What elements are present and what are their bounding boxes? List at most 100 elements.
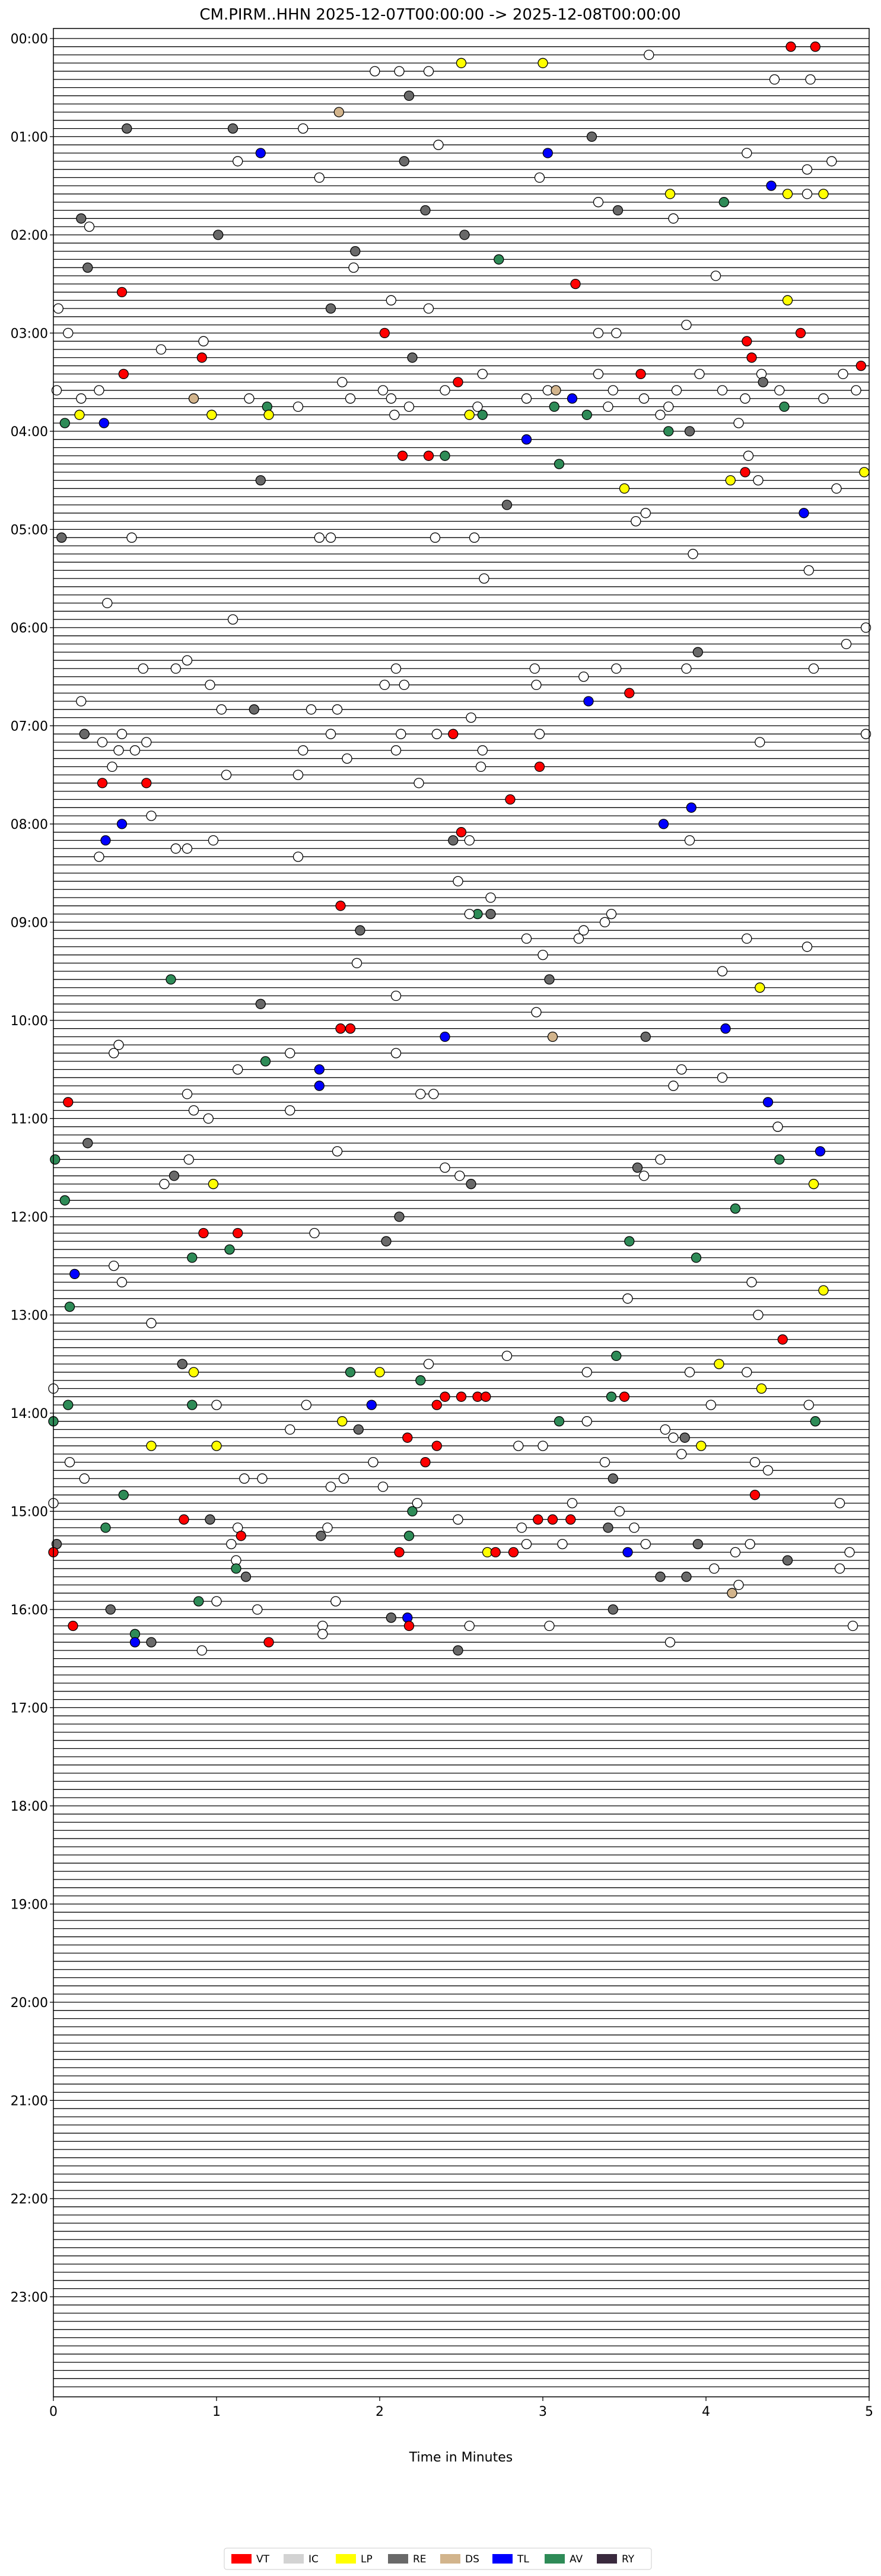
event-marker-lp [782,189,793,199]
event-marker-ic [440,1162,450,1173]
event-marker-ic [743,450,754,461]
y-tick-label: 06:00 [11,621,48,636]
event-marker-ic [684,835,695,846]
event-marker-ic [332,704,343,715]
event-marker-re [681,1572,692,1582]
x-tick-label: 2 [376,2405,384,2419]
event-marker-ic [668,1432,679,1443]
event-marker-re [79,729,90,739]
event-marker-lp [818,1285,829,1296]
event-marker-ic [730,1547,741,1558]
event-marker-vt [68,1620,78,1632]
event-marker-ic [412,1497,422,1509]
event-marker-re [227,123,238,134]
event-marker-ic [805,74,816,85]
event-marker-ic [79,1473,90,1484]
event-marker-av [554,459,565,469]
event-marker-ic [116,729,128,739]
event-marker-re [403,90,415,101]
event-marker-ic [102,597,113,609]
event-marker-ic [285,1048,295,1058]
event-marker-tl [720,1023,731,1034]
event-marker-re [692,1538,703,1550]
event-marker-re [453,1645,463,1656]
event-marker-re [399,156,409,167]
event-marker-ic [668,1080,679,1091]
event-marker-ic [453,1514,463,1525]
event-marker-ic [578,671,589,682]
event-marker-lp [211,1440,222,1451]
event-marker-ic [338,1473,349,1484]
event-marker-re [782,1555,793,1566]
y-axis-ticks: 00:00 01:00 02:00 03:00 04:00 05:00 06:00 07:00… [11,32,53,2305]
event-marker-vt [335,901,346,911]
event-marker-ic [644,49,654,61]
event-marker-ic [428,1089,439,1099]
event-marker-ic [655,409,666,420]
event-marker-ic [146,1318,157,1328]
event-marker-re [381,1236,392,1246]
event-marker-av [606,1391,617,1402]
legend-label: AV [570,2553,583,2565]
event-marker-re [177,1359,187,1369]
event-marker-re [466,1179,476,1190]
event-marker-ic [390,990,402,1001]
event-marker-ic [640,1538,651,1550]
event-marker-ic [379,679,390,691]
event-marker-tl [314,1064,325,1075]
event-marker-tl [762,1097,774,1108]
event-marker-re [448,835,459,846]
event-marker-ic [733,418,744,428]
event-marker-ic [146,810,157,821]
event-marker-ic [664,1637,676,1648]
event-marker-ic [578,925,589,936]
legend-label: DS [465,2553,479,2565]
event-marker-ic [292,401,304,412]
event-marker-re [350,246,361,257]
y-tick-label: 14:00 [11,1407,48,1421]
event-marker-ic [94,385,104,396]
event-marker-ic [608,385,618,396]
event-marker-av [415,1375,426,1386]
event-marker-vt [431,1400,442,1410]
event-marker-vt [635,368,646,380]
event-marker-ic [753,1309,764,1321]
event-marker-ic [389,409,400,420]
event-marker-vt [746,352,757,363]
event-marker-lp [782,295,793,306]
y-tick-label: 03:00 [11,326,48,341]
event-marker-ic [414,778,424,788]
event-marker-ic [753,475,764,486]
event-marker-tl [766,180,777,191]
event-marker-vt [420,1456,431,1468]
event-marker-tl [799,508,809,519]
y-tick-label: 12:00 [11,1210,48,1225]
event-marker-vt [397,450,408,461]
event-marker-ic [51,385,62,396]
event-marker-av [611,1350,622,1362]
event-marker-ic [221,769,232,780]
event-marker-lp [714,1359,724,1369]
event-marker-ic [834,1497,845,1509]
event-marker-ic [257,1473,268,1484]
legend-label: RE [413,2553,427,2565]
event-marker-ic [742,1367,752,1378]
legend-swatch [231,2554,252,2564]
event-marker-vt [440,1391,450,1402]
event-marker-vt [565,1514,576,1525]
event-marker-ic [513,1440,524,1451]
event-marker-vt [236,1531,246,1541]
event-marker-ic [440,385,450,396]
event-marker-ic [423,1359,434,1369]
event-marker-av [407,1506,418,1517]
y-tick-label: 05:00 [11,523,48,538]
event-marker-re [168,1171,180,1181]
event-marker-tl [100,835,111,846]
chart-title: CM.PIRM..HHN 2025-12-07T00:00:00 -> 2025… [199,6,680,24]
event-marker-tl [815,1146,826,1157]
event-marker-tl [98,418,109,428]
event-marker-re [255,475,266,486]
event-marker-re [394,1211,405,1222]
event-marker-av [59,418,70,428]
event-marker-vt [534,761,545,772]
